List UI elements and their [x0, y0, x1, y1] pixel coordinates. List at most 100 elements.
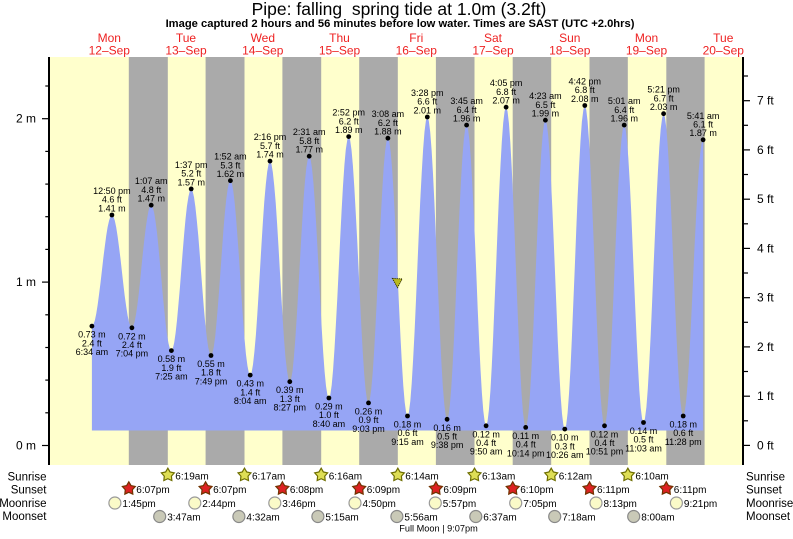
svg-text:9:15 am: 9:15 am [391, 437, 424, 447]
svg-text:2.01 m: 2.01 m [414, 105, 442, 115]
svg-text:1.96 m: 1.96 m [453, 114, 481, 124]
svg-text:0.5 ft: 0.5 ft [437, 432, 458, 442]
svg-text:2:44pm: 2:44pm [202, 499, 235, 510]
svg-text:Tue: Tue [176, 31, 197, 45]
svg-text:4:23 am: 4:23 am [529, 91, 562, 101]
svg-text:5:01 am: 5:01 am [608, 96, 641, 106]
svg-text:0.4 ft: 0.4 ft [476, 438, 497, 448]
svg-text:1.9 ft: 1.9 ft [161, 363, 182, 373]
svg-text:0.14 m: 0.14 m [630, 426, 658, 436]
svg-text:1 ft: 1 ft [757, 389, 774, 403]
svg-text:Sunrise: Sunrise [746, 472, 785, 484]
svg-text:Sat: Sat [484, 31, 503, 45]
svg-text:0.26 m: 0.26 m [355, 406, 383, 416]
svg-text:7 ft: 7 ft [757, 94, 774, 108]
svg-text:1.47 m: 1.47 m [137, 194, 165, 204]
svg-text:0.18 m: 0.18 m [669, 420, 697, 430]
svg-text:7:04 pm: 7:04 pm [116, 349, 149, 359]
svg-text:5:41 am: 5:41 am [687, 111, 720, 121]
svg-text:1:45pm: 1:45pm [122, 499, 155, 510]
svg-text:Sun: Sun [559, 31, 580, 45]
svg-text:Moonset: Moonset [2, 511, 47, 523]
svg-text:3:45 am: 3:45 am [450, 96, 483, 106]
svg-text:6.2 ft: 6.2 ft [378, 118, 399, 128]
svg-text:1.4 ft: 1.4 ft [240, 387, 261, 397]
svg-text:5:21 pm: 5:21 pm [647, 85, 680, 95]
svg-text:4:42 pm: 4:42 pm [569, 77, 602, 87]
svg-text:8:40 am: 8:40 am [313, 419, 346, 429]
svg-text:Wed: Wed [251, 31, 275, 45]
svg-text:4.6 ft: 4.6 ft [102, 195, 123, 205]
svg-text:2:31 am: 2:31 am [293, 127, 326, 137]
svg-text:18–Sep: 18–Sep [549, 43, 591, 57]
svg-text:0.39 m: 0.39 m [276, 385, 304, 395]
svg-text:14–Sep: 14–Sep [242, 43, 284, 57]
svg-text:6:37am: 6:37am [483, 513, 516, 524]
svg-text:4:32am: 4:32am [246, 513, 279, 524]
svg-text:4.8 ft: 4.8 ft [141, 185, 162, 195]
svg-text:8:04 am: 8:04 am [234, 396, 267, 406]
svg-text:0.72 m: 0.72 m [118, 331, 146, 341]
svg-text:6:07pm: 6:07pm [213, 485, 246, 496]
svg-text:0.12 m: 0.12 m [472, 429, 500, 439]
svg-text:7:49 pm: 7:49 pm [195, 376, 228, 386]
svg-text:11:28 pm: 11:28 pm [665, 437, 702, 447]
svg-text:1 m: 1 m [16, 275, 36, 289]
svg-text:6.4 ft: 6.4 ft [614, 105, 635, 115]
svg-text:6.4 ft: 6.4 ft [457, 105, 478, 115]
svg-text:1.8 ft: 1.8 ft [201, 368, 222, 378]
svg-text:4 ft: 4 ft [757, 241, 774, 255]
svg-text:0.3 ft: 0.3 ft [555, 441, 576, 451]
svg-text:1.3 ft: 1.3 ft [280, 394, 301, 404]
svg-text:6:19am: 6:19am [175, 471, 208, 482]
svg-text:0.55 m: 0.55 m [197, 359, 225, 369]
svg-text:Full Moon | 9:07pm: Full Moon | 9:07pm [399, 524, 478, 534]
svg-text:Image captured 2 hours and 56: Image captured 2 hours and 56 minutes be… [166, 18, 635, 30]
svg-text:12:50 pm: 12:50 pm [93, 186, 131, 196]
svg-text:Thu: Thu [329, 31, 350, 45]
svg-text:2:16 pm: 2:16 pm [254, 132, 287, 142]
svg-text:19–Sep: 19–Sep [626, 43, 668, 57]
svg-text:1.77 m: 1.77 m [295, 145, 323, 155]
svg-text:Mon: Mon [98, 31, 121, 45]
svg-text:4:50pm: 4:50pm [363, 499, 396, 510]
svg-text:6:11pm: 6:11pm [597, 485, 630, 496]
svg-text:0.10 m: 0.10 m [551, 433, 579, 443]
svg-text:6 ft: 6 ft [757, 143, 774, 157]
svg-text:4:05 pm: 4:05 pm [490, 78, 523, 88]
svg-text:5:15am: 5:15am [325, 513, 358, 524]
svg-text:1.88 m: 1.88 m [374, 127, 402, 137]
svg-text:8:27 pm: 8:27 pm [274, 403, 307, 413]
svg-text:5 ft: 5 ft [757, 192, 774, 206]
svg-text:Moonset: Moonset [746, 511, 791, 523]
svg-text:6:07pm: 6:07pm [136, 485, 169, 496]
svg-text:7:25 am: 7:25 am [155, 372, 188, 382]
svg-text:6:17am: 6:17am [252, 471, 285, 482]
svg-text:6.1 ft: 6.1 ft [693, 120, 714, 130]
svg-text:0.43 m: 0.43 m [236, 379, 264, 389]
svg-text:1.62 m: 1.62 m [217, 169, 245, 179]
svg-text:1.99 m: 1.99 m [532, 109, 560, 119]
svg-text:5.7 ft: 5.7 ft [260, 141, 281, 151]
svg-text:0.5 ft: 0.5 ft [633, 435, 654, 445]
svg-text:5.8 ft: 5.8 ft [299, 136, 320, 146]
svg-text:6:14am: 6:14am [405, 471, 438, 482]
svg-text:10:26 am: 10:26 am [546, 450, 584, 460]
svg-text:9:38 pm: 9:38 pm [431, 440, 464, 450]
svg-text:2 m: 2 m [16, 112, 36, 126]
svg-text:6:10pm: 6:10pm [520, 485, 553, 496]
svg-text:Sunset: Sunset [746, 485, 783, 497]
svg-text:0.6 ft: 0.6 ft [673, 428, 694, 438]
svg-text:3:08 am: 3:08 am [372, 109, 405, 119]
svg-text:1.0 ft: 1.0 ft [319, 410, 340, 420]
svg-text:2:52 pm: 2:52 pm [332, 108, 365, 118]
svg-text:6:10am: 6:10am [635, 471, 668, 482]
svg-text:15–Sep: 15–Sep [319, 43, 361, 57]
svg-text:13–Sep: 13–Sep [165, 43, 207, 57]
svg-text:6.8 ft: 6.8 ft [575, 85, 596, 95]
svg-text:7:18am: 7:18am [562, 513, 595, 524]
svg-text:7:05pm: 7:05pm [523, 499, 556, 510]
svg-text:6.5 ft: 6.5 ft [535, 100, 556, 110]
svg-text:2.4 ft: 2.4 ft [82, 338, 103, 348]
svg-text:6.8 ft: 6.8 ft [496, 87, 517, 97]
